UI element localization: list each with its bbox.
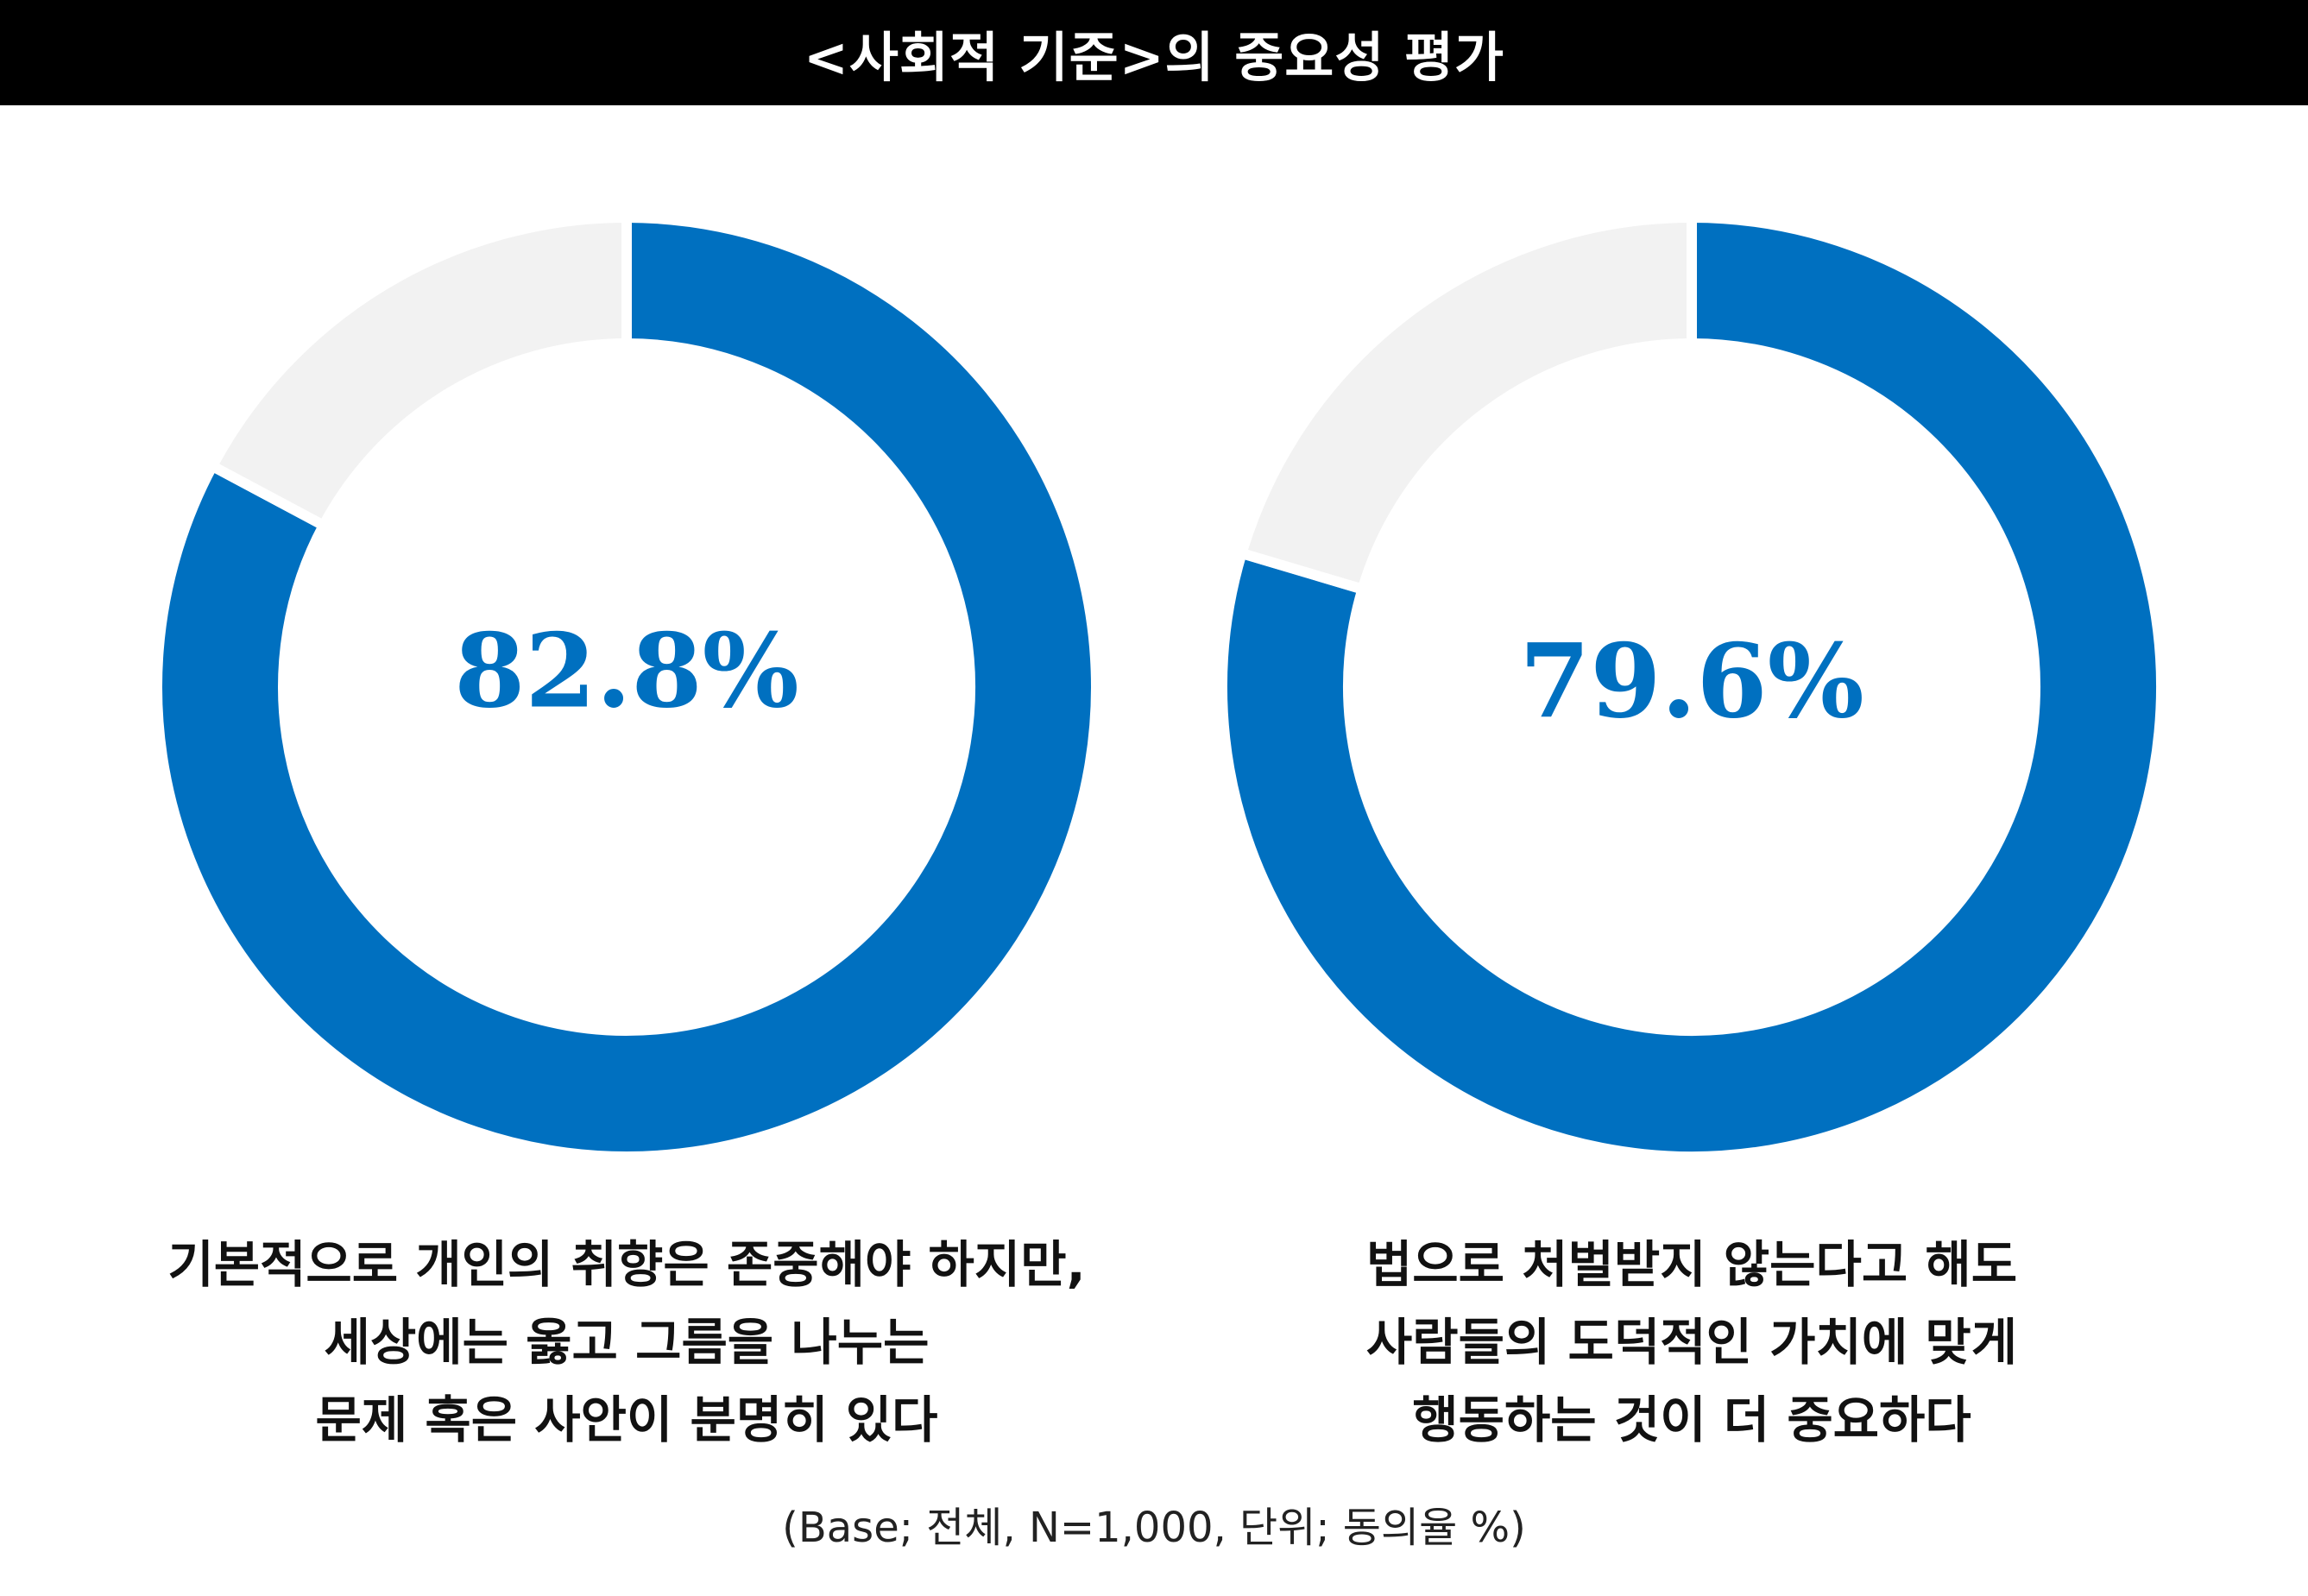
donut-chart-right: 79.6% (1216, 211, 2166, 1162)
donut-chart-left: 82.8% (152, 211, 1101, 1162)
donut-slice-rest-left (205, 211, 632, 533)
footnote: (Base; 전체, N=1,000, 단위; 동의율 %) (782, 1504, 1526, 1552)
caption-right-line-1: 법으로 처벌받지 않는다고 해도 (1365, 1235, 2018, 1294)
chart-title: <사회적 기준>의 중요성 평가 (0, 0, 2308, 105)
center-label-left: 82.8% (454, 611, 799, 731)
caption-left-line-1: 기본적으로 개인의 취향은 존중해야 하지만, (167, 1235, 1086, 1294)
donut-slice-rest-right (1235, 211, 1697, 596)
caption-left-line-3: 문제 혹은 사안이 분명히 있다 (315, 1391, 938, 1449)
center-label-right: 79.6% (1519, 621, 1864, 741)
caption-right-line-2: 사람들의 도덕적인 가치에 맞게 (1365, 1313, 2018, 1372)
caption-right-line-3: 행동하는 것이 더 중요하다 (1412, 1391, 1971, 1449)
caption-right: 법으로 처벌받지 않는다고 해도 사람들의 도덕적인 가치에 맞게 행동하는 것… (1174, 1226, 2210, 1459)
caption-left-line-2: 세상에는 옳고 그름을 나누는 (324, 1313, 930, 1372)
donut-slice-agree-right (1216, 211, 2166, 1162)
donut-slice-agree-left (152, 211, 1101, 1162)
caption-left: 기본적으로 개인의 취향은 존중해야 하지만, 세상에는 옳고 그름을 나누는 … (109, 1226, 1145, 1459)
